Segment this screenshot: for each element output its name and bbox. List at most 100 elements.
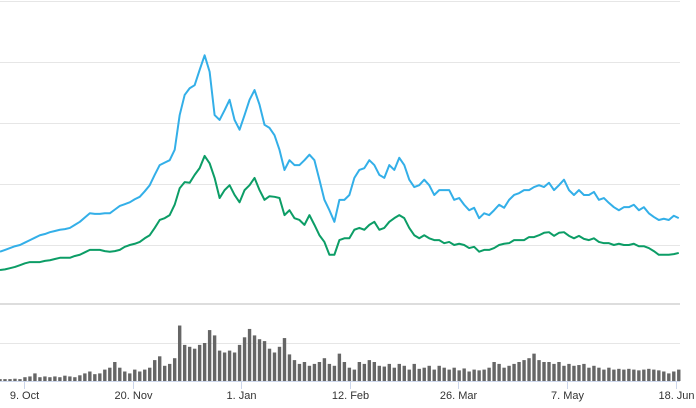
volume-bar [287,354,292,381]
volume-bar [347,367,352,381]
volume-bar [123,371,127,381]
volume-bar [477,370,481,381]
volume-bar [567,363,571,381]
volume-bar [88,371,92,381]
volume-bar [143,369,147,381]
volume-bar [267,348,272,381]
volume-bar [457,370,461,381]
series-lines [0,54,680,272]
volume-bar [517,362,521,381]
volume-bar [627,368,631,381]
volume-bar [167,363,172,381]
volume-bar [212,335,217,381]
volume-bar [282,338,287,381]
volume-bar [257,339,262,381]
volume-bar [547,362,551,381]
volume-bar [242,337,247,381]
volume-bar [512,363,516,381]
volume-bar [227,350,232,381]
volume-bar [432,369,436,381]
volume-bar [312,363,317,381]
volume-bar [377,365,382,381]
volume-bar [587,367,591,381]
volume-bar [382,366,387,381]
volume-bar [472,369,476,381]
volume-bar [662,371,666,381]
volume-bar [452,367,456,381]
volume-bar [38,377,42,381]
x-tick-label: 12. Feb [332,390,369,402]
volume-bar [207,330,212,381]
volume-bar [58,377,62,381]
volume-bar [407,369,411,381]
x-tick-label: 9. Oct [10,390,39,402]
volume-bar [602,369,606,381]
volume-bar [597,367,601,381]
volume-bars [0,325,681,381]
volume-bar [48,377,52,381]
volume-bar [98,373,102,381]
volume-bar [522,360,526,381]
x-tick-label: 20. Nov [115,390,153,402]
volume-bar [537,360,541,381]
volume-bar [187,346,192,381]
volume-bar [612,369,616,381]
volume-bar [637,370,641,381]
x-tick-label: 18. Jun [658,390,694,402]
volume-bar [262,341,267,381]
volume-bar [632,369,636,381]
volume-bar [487,367,491,381]
volume-bar [222,352,227,381]
volume-bar [297,363,302,381]
volume-bar [467,371,471,381]
volume-bar [192,348,197,381]
volume-bar [442,367,446,381]
volume-bar [417,368,421,381]
volume-bar [572,365,576,381]
volume-bar [542,362,546,381]
volume-bar [83,373,87,381]
volume-bar [342,362,347,381]
volume-bar [492,362,496,381]
volume-bar [562,365,566,381]
volume-bar [202,343,207,381]
volume-bar [138,371,142,381]
volume-bar [362,363,367,381]
volume-bar [462,368,466,381]
volume-bar [582,363,586,381]
volume-bar [647,368,651,381]
volume-bar [397,363,401,381]
volume-bar [272,352,277,381]
volume-bar [113,362,117,381]
x-tick-label: 1. Jan [227,390,257,402]
volume-bar [402,365,406,381]
volume-bar [592,365,596,381]
volume-bar [307,365,312,381]
volume-bar [507,365,511,381]
volume-bar [163,365,167,381]
volume-bar [8,379,12,381]
series-line-blue [0,54,680,253]
volume-bar [412,363,416,381]
volume-bar [108,367,112,381]
volume-bar [277,346,282,381]
series-line-green [0,154,680,272]
volume-bar [422,367,426,381]
volume-bar [128,373,132,381]
volume-bar [317,362,322,381]
volume-bar [292,360,297,381]
volume-bar [237,344,242,381]
volume-bar [93,374,97,381]
volume-bar [148,367,152,381]
volume-bar [527,358,531,381]
volume-bar [652,369,656,381]
volume-bar [657,370,661,381]
volume-bar [387,363,391,381]
volume-bar [3,379,7,381]
volume-bar [0,379,2,381]
volume-bar [352,369,357,381]
volume-bar [68,376,72,381]
volume-bar [217,350,222,381]
volume-bar [118,367,122,381]
volume-bar [197,344,202,381]
